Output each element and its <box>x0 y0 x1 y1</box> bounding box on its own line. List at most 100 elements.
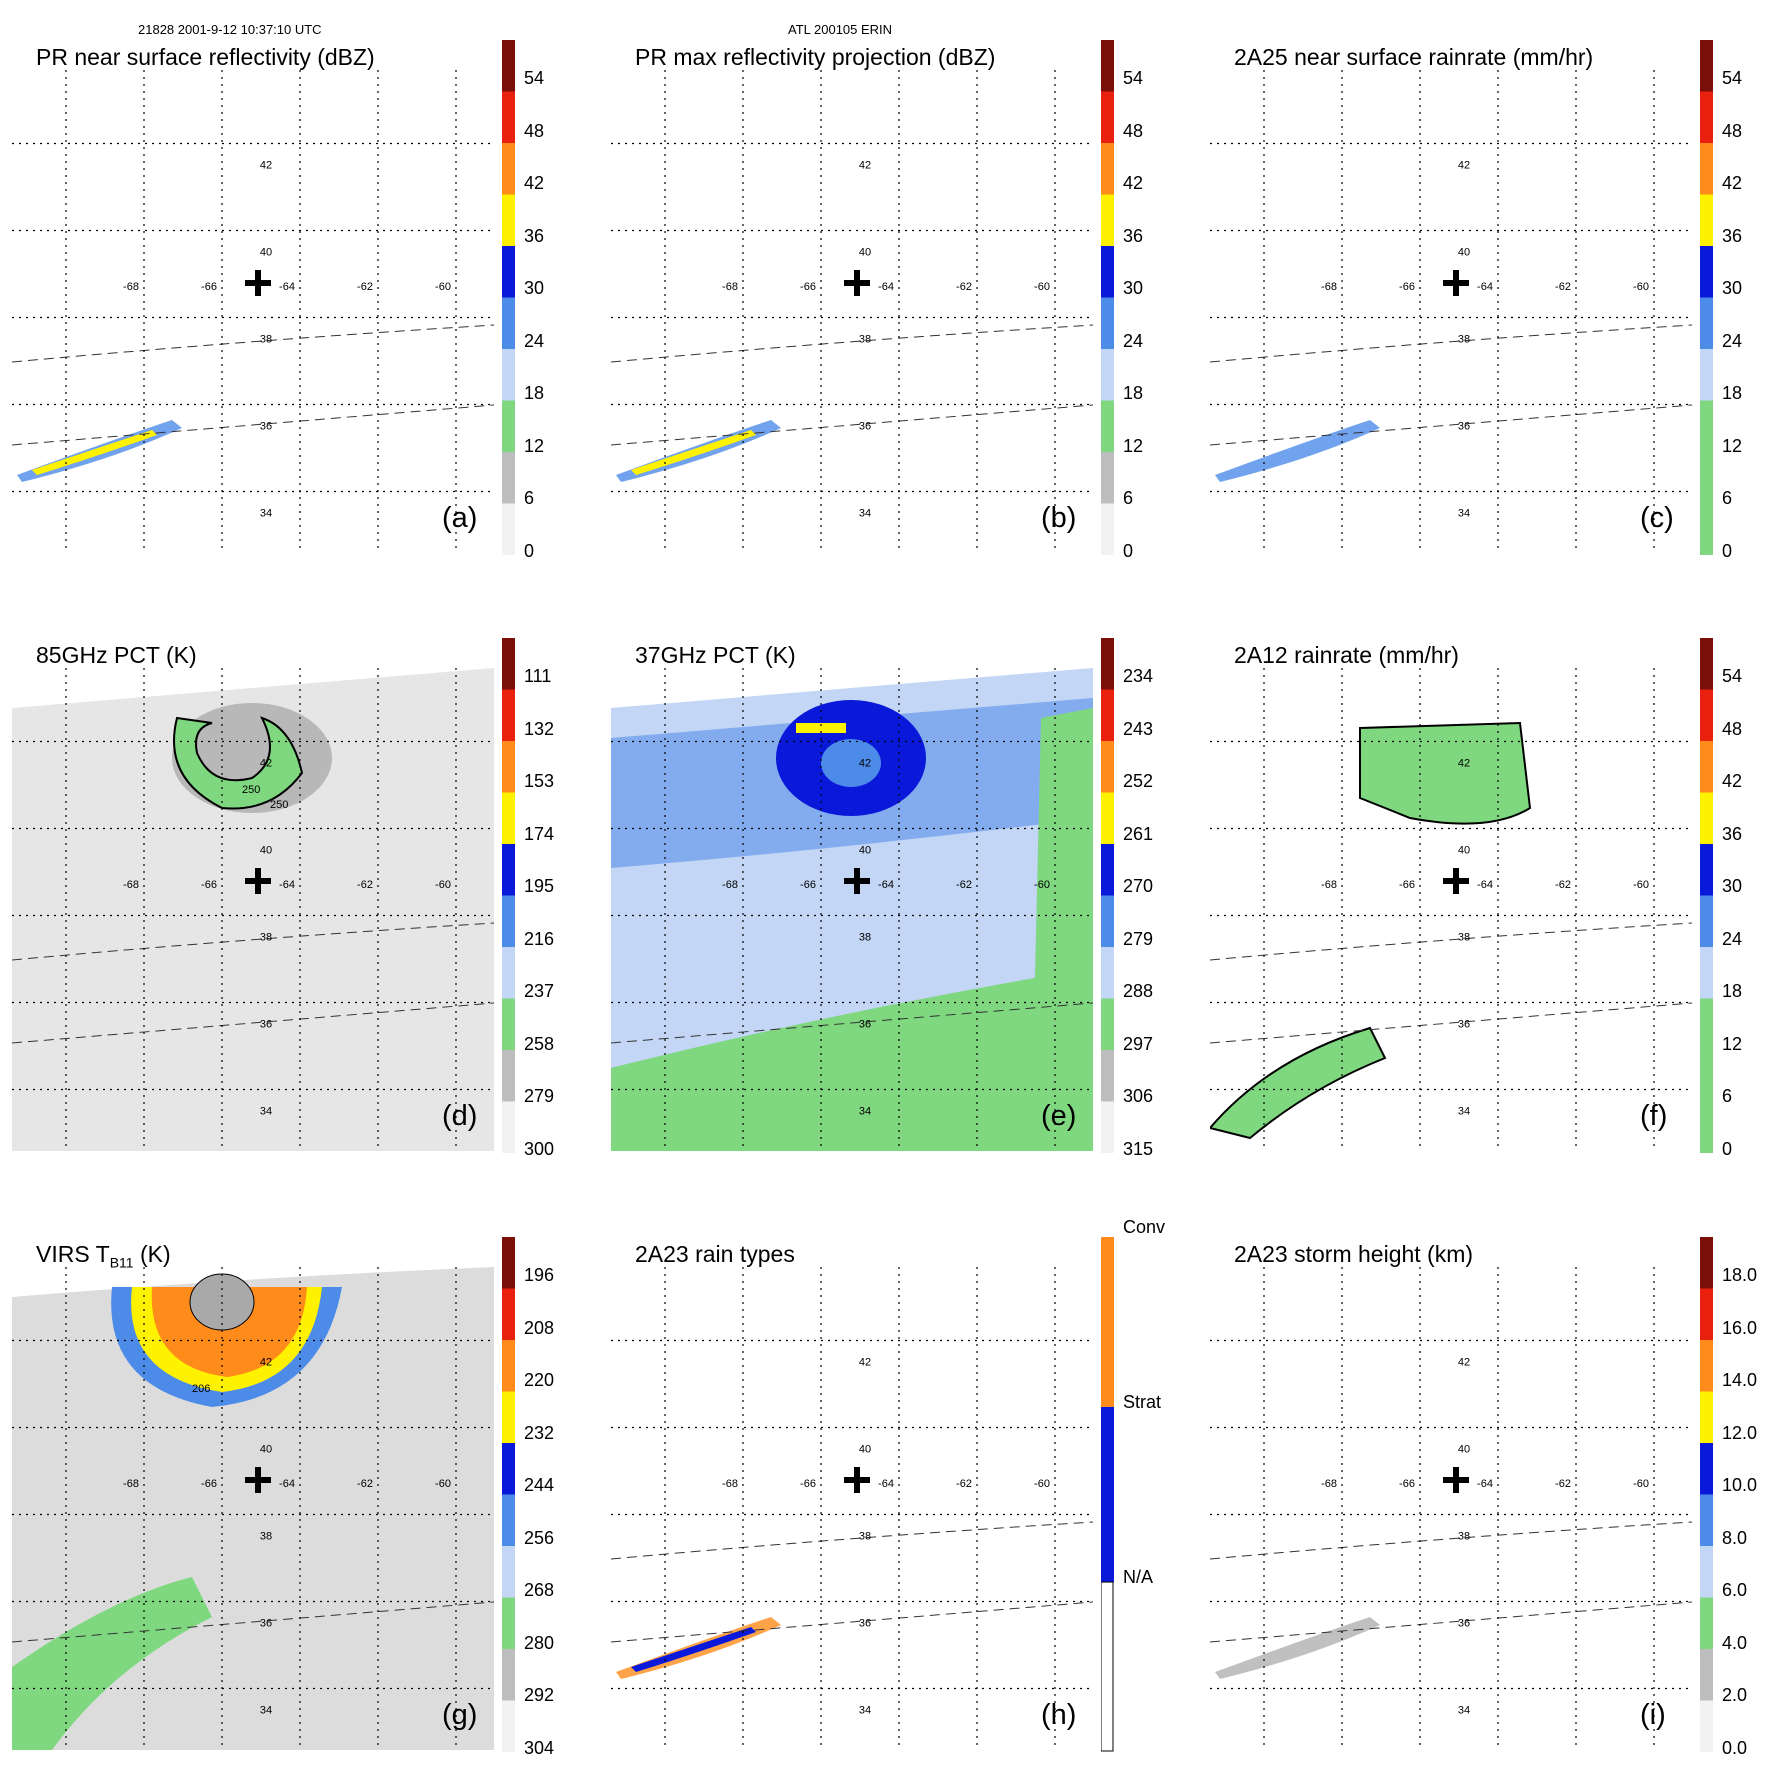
panel-title-tail: (K) <box>133 1241 171 1267</box>
colorbar-band <box>1700 1050 1713 1103</box>
lon-label: -64 <box>1477 281 1493 293</box>
colorbar-tick-label: 195 <box>524 876 555 897</box>
colorbar-tick-label: 0 <box>524 541 535 561</box>
storm-center-marker <box>245 270 271 296</box>
lat-label: 42 <box>260 758 272 770</box>
colorbar-band <box>1101 895 1114 948</box>
colorbar-band <box>1700 1340 1713 1393</box>
lat-label: 42 <box>859 758 871 770</box>
lat-label: 34 <box>1458 1705 1470 1717</box>
lon-label: -62 <box>357 1478 373 1490</box>
colorbar-band <box>502 1101 515 1154</box>
colorbar-band <box>502 1494 515 1547</box>
lat-label: 40 <box>260 1444 272 1456</box>
colorbar-band <box>1101 689 1114 742</box>
swath-edge-south <box>11 1601 495 1643</box>
lat-label: 38 <box>859 334 871 346</box>
lat-label: 40 <box>859 1444 871 1456</box>
colorbar-band <box>1700 1237 1713 1290</box>
map-panel-f: -68-66-64-62-60-58424038363432 <box>1208 668 1727 1205</box>
lat-label: 34 <box>859 1106 871 1118</box>
lat-label: 36 <box>1458 421 1470 433</box>
colorbar-c <box>1700 40 1713 556</box>
lat-label: 40 <box>859 247 871 259</box>
lat-label: 36 <box>1458 1019 1470 1031</box>
contour-label-206: 206 <box>192 1383 210 1395</box>
colorbar-band <box>502 1391 515 1444</box>
colorbar-band <box>502 1050 515 1103</box>
colorbar-tick-label: 4.0 <box>1722 1632 1748 1653</box>
colorbar-band <box>502 400 515 453</box>
swath-edge-south <box>610 1002 1094 1044</box>
lat-label: 36 <box>859 421 871 433</box>
contour-label-250a: 250 <box>242 784 260 796</box>
panel-title-e: 37GHz PCT (K) <box>635 642 796 669</box>
storm-name-header: ATL 200105 ERIN <box>788 22 893 37</box>
colorbar-band <box>1700 792 1713 845</box>
colorbar-tick-label: 18 <box>1123 383 1144 404</box>
panel-title-text: PR max reflectivity projection (dBZ) <box>635 44 996 70</box>
lat-label: 34 <box>260 508 272 520</box>
colorbar-band <box>502 91 515 144</box>
lat-label: 38 <box>1458 1531 1470 1543</box>
type-strat <box>1101 1406 1114 1583</box>
panel-label-b: (b) <box>1041 502 1077 534</box>
colorbar-band <box>1101 503 1114 556</box>
colorbar-band <box>1700 194 1713 247</box>
lon-label: -66 <box>1399 281 1415 293</box>
colorbar-band <box>1101 998 1114 1051</box>
panel-title-g: VIRS TB11 (K) <box>36 1241 171 1271</box>
colorbar-tick-label: 292 <box>524 1685 555 1706</box>
colorbar-band <box>1700 1700 1713 1753</box>
panel-label-a: (a) <box>442 502 478 534</box>
colorbar-band <box>1700 638 1713 691</box>
panel-label-g: (g) <box>442 1699 478 1731</box>
colorbar-band <box>1101 741 1114 794</box>
lon-label: -66 <box>1399 879 1415 891</box>
lat-label: 34 <box>260 1705 272 1717</box>
colorbar-tick-label: 36 <box>1722 823 1743 844</box>
colorbar-tick-label: 216 <box>524 928 555 949</box>
lon-label: -60 <box>1034 1478 1050 1490</box>
lon-label: -64 <box>878 879 894 891</box>
lat-label: 36 <box>260 421 272 433</box>
storm-center-marker <box>245 1467 271 1493</box>
panel-title-text: 85GHz PCT (K) <box>36 642 197 668</box>
map-panel-i: -68-66-64-62-60-58424038363432 <box>1209 1267 1727 1750</box>
colorbar-band <box>502 452 515 505</box>
colorbar-band <box>502 194 515 247</box>
map-panel-b: -68-66-64-62-60-58424038363432 <box>610 70 1128 607</box>
colorbar-tick-label: 306 <box>1123 1086 1154 1107</box>
panel-title-b: PR max reflectivity projection (dBZ) <box>635 44 995 71</box>
lat-label: 36 <box>859 1618 871 1630</box>
colorbar-band <box>1700 91 1713 144</box>
colorbar-band <box>1101 246 1114 299</box>
lon-label: -60 <box>1633 879 1649 891</box>
lon-label: -60 <box>1633 281 1649 293</box>
colorbar-tick-label: 54 <box>524 68 545 88</box>
colorbar-tick-label: 297 <box>1123 1033 1154 1054</box>
lon-label: -64 <box>279 1478 295 1490</box>
colorbar-tick-label: 237 <box>524 981 555 1002</box>
lat-label: 42 <box>260 160 272 172</box>
lon-label: -62 <box>1555 879 1571 891</box>
swath-edge-north <box>11 922 495 961</box>
colorbar-band <box>1700 1288 1713 1341</box>
colorbar-band <box>1700 452 1713 505</box>
colorbar-tick-label: 12 <box>1722 1033 1743 1054</box>
colorbar-band <box>1700 998 1713 1051</box>
lat-label: 40 <box>1458 247 1470 259</box>
colorbar-tick-label: 132 <box>524 718 555 739</box>
lon-label: -62 <box>1555 281 1571 293</box>
colorbar-tick-label: 220 <box>524 1370 555 1391</box>
colorbar-band <box>502 1649 515 1702</box>
colorbar-band <box>502 349 515 402</box>
colorbar-band <box>502 503 515 556</box>
colorbar-tick-label: 196 <box>524 1265 555 1285</box>
colorbar-tick-label: 174 <box>524 823 555 844</box>
colorbar-tick-label: 111 <box>524 666 552 686</box>
colorbar-tick-label: 208 <box>524 1317 555 1338</box>
lat-label: 38 <box>260 932 272 944</box>
colorbar-tick-label: 288 <box>1123 981 1154 1002</box>
